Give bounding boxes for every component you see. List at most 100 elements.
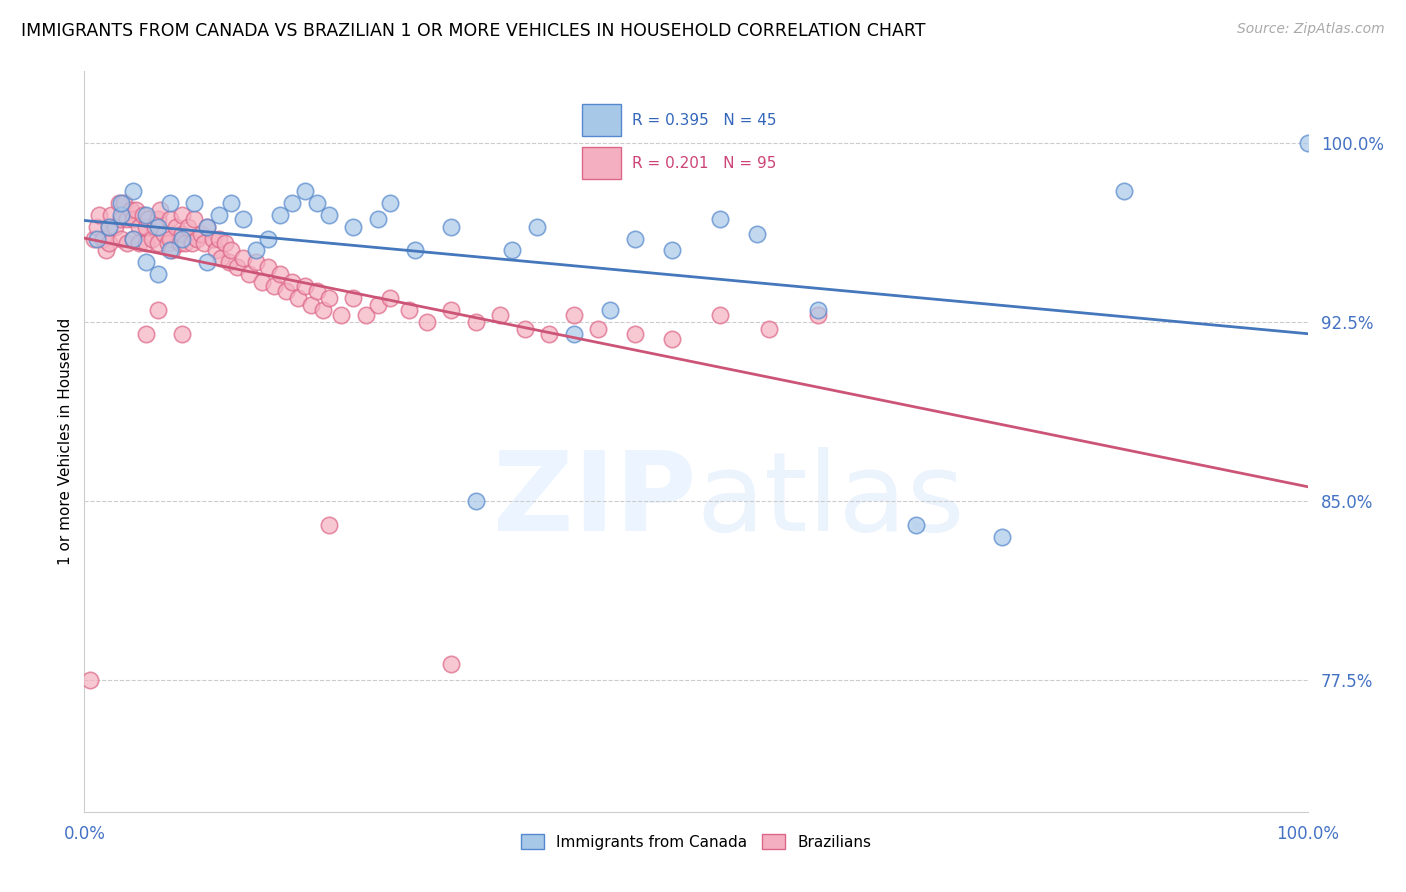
Point: [100, 208, 122, 222]
Point: [562, 327, 585, 342]
Point: [538, 327, 561, 342]
Point: [342, 291, 364, 305]
Point: [299, 298, 322, 312]
Point: [661, 332, 683, 346]
Point: [440, 657, 463, 671]
Point: [342, 219, 364, 234]
Point: [159, 231, 181, 245]
Point: [87, 208, 110, 222]
Point: [97, 219, 120, 234]
Point: [294, 184, 316, 198]
Point: [97, 236, 120, 251]
Point: [238, 268, 260, 282]
Point: [91, 231, 114, 245]
Point: [263, 279, 285, 293]
Text: atlas: atlas: [696, 447, 965, 554]
Point: [181, 236, 204, 251]
Text: ZIP: ZIP: [492, 447, 696, 554]
Point: [398, 303, 420, 318]
Point: [183, 212, 205, 227]
Point: [159, 244, 181, 258]
Point: [195, 255, 218, 269]
Point: [146, 212, 169, 227]
Point: [83, 231, 105, 245]
Point: [135, 255, 157, 269]
Point: [367, 212, 389, 227]
Point: [562, 308, 585, 322]
Point: [195, 219, 218, 234]
Point: [125, 202, 148, 217]
Point: [190, 227, 212, 241]
Point: [209, 251, 232, 265]
Point: [586, 322, 609, 336]
Point: [318, 518, 340, 533]
Point: [226, 260, 249, 275]
Point: [115, 212, 138, 227]
Point: [269, 208, 291, 222]
Point: [1296, 136, 1319, 150]
Point: [110, 208, 132, 222]
Point: [214, 236, 236, 251]
Point: [232, 212, 254, 227]
Point: [96, 244, 118, 258]
Point: [146, 236, 169, 251]
Point: [218, 255, 240, 269]
Point: [502, 244, 524, 258]
Point: [354, 308, 377, 322]
Point: [905, 518, 928, 533]
Point: [232, 251, 254, 265]
Point: [122, 231, 145, 245]
Point: [165, 219, 187, 234]
Point: [305, 195, 328, 210]
Point: [440, 219, 463, 234]
Point: [380, 195, 402, 210]
Point: [257, 231, 280, 245]
Point: [245, 244, 267, 258]
Point: [149, 202, 172, 217]
Point: [153, 227, 176, 241]
Point: [135, 327, 157, 342]
Point: [177, 219, 200, 234]
Point: [173, 236, 195, 251]
Point: [172, 208, 194, 222]
Point: [136, 212, 159, 227]
Point: [86, 231, 108, 245]
Point: [219, 244, 242, 258]
Point: [380, 291, 402, 305]
Point: [991, 530, 1014, 544]
Point: [172, 227, 194, 241]
Point: [807, 308, 830, 322]
Point: [110, 231, 132, 245]
Point: [208, 208, 231, 222]
Point: [172, 327, 194, 342]
Point: [513, 322, 536, 336]
Point: [122, 184, 145, 198]
Point: [122, 231, 145, 245]
Point: [146, 268, 169, 282]
Text: Source: ZipAtlas.com: Source: ZipAtlas.com: [1237, 22, 1385, 37]
Point: [661, 244, 683, 258]
Point: [79, 673, 101, 688]
Text: IMMIGRANTS FROM CANADA VS BRAZILIAN 1 OR MORE VEHICLES IN HOUSEHOLD CORRELATION : IMMIGRANTS FROM CANADA VS BRAZILIAN 1 OR…: [21, 22, 925, 40]
Point: [440, 303, 463, 318]
Point: [807, 303, 830, 318]
Point: [245, 255, 267, 269]
Point: [464, 315, 486, 329]
Point: [709, 212, 731, 227]
Point: [758, 322, 780, 336]
Point: [115, 236, 138, 251]
Point: [143, 219, 166, 234]
Point: [110, 195, 132, 210]
Point: [318, 208, 340, 222]
Point: [112, 195, 135, 210]
Point: [318, 291, 340, 305]
Point: [135, 219, 157, 234]
Point: [86, 219, 108, 234]
Point: [132, 208, 155, 222]
Point: [312, 303, 335, 318]
Point: [135, 208, 157, 222]
Point: [162, 244, 184, 258]
Point: [624, 231, 647, 245]
Point: [281, 275, 304, 289]
Point: [747, 227, 769, 241]
